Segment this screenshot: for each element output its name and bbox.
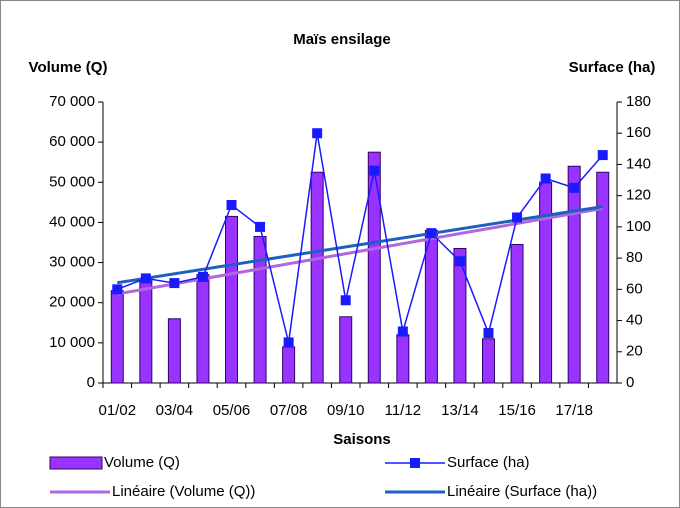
bar [424,229,438,384]
bar [453,248,467,384]
y2-tick-label: 80 [626,249,643,266]
marker [569,182,580,193]
marker [140,273,151,284]
y-tick-label: 50 000 [49,173,95,190]
y-tick-label: 40 000 [49,213,95,230]
marker [512,212,523,223]
x-tick-label: 07/08 [270,402,308,419]
y2-tick-label: 140 [626,155,651,172]
bar [225,215,238,384]
x-tick-label: 11/12 [385,402,421,419]
x-axis-title: Saisons [333,431,391,448]
marker [283,337,294,348]
marker [426,228,437,239]
bar [539,181,553,384]
x-tick-label: 15/16 [498,402,536,419]
y2-tick-label: 0 [626,374,634,391]
y2-tick-label: 100 [626,218,651,235]
chart-title: Maïs ensilage [293,31,391,48]
marker [226,200,237,211]
x-tick-label: 03/04 [156,402,194,419]
y-tick-label: 70 000 [49,93,95,110]
y-axis-title: Volume (Q) [29,59,108,76]
y2-tick-label: 120 [626,187,651,204]
marker [540,173,551,184]
marker [169,278,180,289]
bar [339,316,353,384]
bar [596,171,610,384]
marker [597,150,608,161]
marker [197,271,208,282]
legend-label: Volume (Q) [104,454,180,471]
y-tick-label: 60 000 [49,133,95,150]
x-tick-label: 01/02 [99,402,137,419]
bar [196,274,210,384]
x-tick-label: 13/14 [441,402,479,419]
y2-tick-label: 160 [626,124,651,141]
y-tick-label: 0 [87,374,95,391]
y2-tick-label: 180 [626,93,651,110]
bar [396,334,410,384]
y2-tick-label: 60 [626,280,643,297]
y2-tick-label: 40 [626,312,643,329]
bar [510,244,524,384]
bar [367,151,381,384]
legend-marker [410,458,420,468]
marker [112,284,123,295]
y-tick-label: 10 000 [49,334,95,351]
bar [310,171,324,384]
y2-tick-label: 20 [626,343,643,360]
marker [369,165,380,176]
x-tick-label: 05/06 [213,402,251,419]
bar [567,165,581,384]
marker [340,295,351,306]
bar [139,278,153,384]
marker [397,326,408,337]
y-tick-label: 20 000 [49,294,95,311]
y-tick-label: 30 000 [49,254,95,271]
marker [454,256,465,267]
x-tick-label: 17/18 [555,402,593,419]
legend-swatch [49,456,103,470]
legend-label: Linéaire (Surface (ha)) [447,483,597,500]
marker [255,221,266,232]
x-tick-label: 09/10 [327,402,365,419]
bar [482,338,495,384]
marker [312,128,323,139]
bar [167,318,181,384]
bar [282,346,296,384]
legend-label: Linéaire (Volume (Q)) [112,483,255,500]
marker [483,328,494,339]
y2-axis-title: Surface (ha) [569,59,656,76]
legend-label: Surface (ha) [447,454,530,471]
bar [253,235,267,384]
bar [110,290,124,384]
